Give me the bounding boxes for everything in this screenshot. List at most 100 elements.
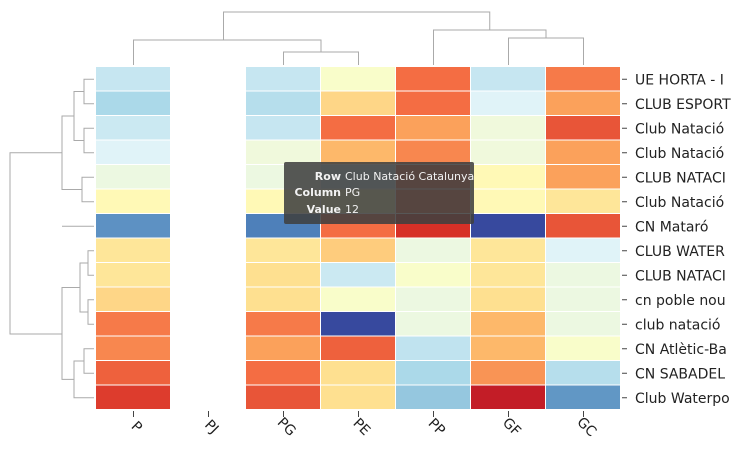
row-label: CLUB NATACI bbox=[635, 268, 726, 284]
column-dendrogram-link bbox=[433, 29, 547, 65]
heatmap-cell bbox=[546, 91, 620, 115]
heatmap-cell bbox=[471, 214, 545, 238]
row-label: CN Mataró bbox=[635, 219, 708, 235]
heatmap-cell bbox=[321, 312, 395, 336]
heatmap-cell bbox=[546, 67, 620, 91]
column-dendrogram-link bbox=[508, 37, 584, 65]
heatmap-cell bbox=[471, 140, 545, 164]
row-dendrogram-link bbox=[81, 176, 94, 203]
row-label: Club Natació bbox=[635, 146, 724, 162]
heatmap-cell bbox=[546, 336, 620, 360]
heatmap-cell bbox=[396, 140, 470, 164]
heatmap-cell bbox=[96, 67, 170, 91]
heatmap-cell bbox=[321, 263, 395, 287]
row-label: cn poble nou bbox=[635, 293, 726, 309]
heatmap-cell bbox=[96, 238, 170, 262]
heatmap-cell bbox=[96, 361, 170, 385]
heatmap-cell bbox=[471, 165, 545, 189]
heatmap-cell bbox=[546, 263, 620, 287]
row-label: UE HORTA - I bbox=[635, 72, 724, 88]
heatmap-cell bbox=[546, 312, 620, 336]
heatmap-cell bbox=[96, 287, 170, 311]
row-label: CN Atlètic-Ba bbox=[635, 342, 727, 358]
heatmap-cell bbox=[96, 189, 170, 213]
heatmap-cell bbox=[396, 312, 470, 336]
heatmap-cell bbox=[546, 116, 620, 140]
tooltip-value-value: 12 bbox=[345, 203, 359, 216]
row-label: Club Waterpo bbox=[635, 391, 730, 407]
heatmap-cell bbox=[321, 91, 395, 115]
tooltip-column-line: Column PG bbox=[284, 185, 474, 201]
row-label: Club Natació bbox=[635, 195, 724, 211]
heatmap-cell bbox=[96, 336, 170, 360]
heatmap-cell bbox=[321, 287, 395, 311]
column-label: GC bbox=[573, 414, 599, 440]
heatmap-cell bbox=[471, 67, 545, 91]
tooltip-column-value: PG bbox=[345, 186, 361, 199]
heatmap-cell bbox=[246, 238, 320, 262]
heatmap-cell bbox=[321, 238, 395, 262]
heatmap-cell bbox=[396, 361, 470, 385]
hover-tooltip: Row Club Natació Catalunya Column PG Val… bbox=[284, 162, 474, 224]
row-dendrogram-link bbox=[83, 348, 94, 374]
heatmap-cell bbox=[96, 91, 170, 115]
column-label: PP bbox=[425, 416, 448, 439]
heatmap-cell bbox=[471, 361, 545, 385]
heatmap-cell bbox=[246, 116, 320, 140]
heatmap-cell bbox=[246, 140, 320, 164]
heatmap-cell bbox=[546, 189, 620, 213]
row-label: CN SABADEL bbox=[635, 366, 725, 382]
column-label: P bbox=[128, 419, 145, 436]
heatmap-cell bbox=[546, 214, 620, 238]
heatmap-cell bbox=[396, 263, 470, 287]
row-dendrogram-link bbox=[83, 127, 94, 154]
row-label: club natació bbox=[635, 317, 720, 333]
heatmap-cell bbox=[396, 385, 470, 409]
heatmap-cell bbox=[96, 165, 170, 189]
tooltip-row-key: Row bbox=[314, 170, 341, 183]
heatmap-cell bbox=[546, 361, 620, 385]
row-dendrogram-link bbox=[61, 115, 82, 190]
heatmap-cell bbox=[321, 67, 395, 91]
column-label: GF bbox=[499, 415, 524, 440]
heatmap-cell bbox=[246, 263, 320, 287]
heatmap-cell bbox=[321, 336, 395, 360]
heatmap-cell bbox=[96, 116, 170, 140]
heatmap-cell bbox=[96, 263, 170, 287]
heatmap-cell bbox=[546, 140, 620, 164]
row-dendrogram-link bbox=[61, 287, 80, 380]
row-dendrogram-link bbox=[87, 250, 94, 276]
heatmap-cell bbox=[471, 336, 545, 360]
tooltip-value-key: Value bbox=[306, 203, 341, 216]
heatmap-cell bbox=[396, 238, 470, 262]
heatmap-cell bbox=[246, 91, 320, 115]
row-dendrogram-link bbox=[87, 299, 94, 325]
row-dendrogram-link bbox=[79, 262, 88, 313]
heatmap-cell bbox=[471, 263, 545, 287]
row-label: CLUB WATER bbox=[635, 244, 725, 260]
row-dendrogram-link bbox=[83, 78, 94, 105]
column-dendrogram-link bbox=[133, 39, 322, 65]
heatmap-cell bbox=[246, 67, 320, 91]
tooltip-row-line: Row Club Natació Catalunya bbox=[284, 169, 474, 185]
heatmap-cell bbox=[396, 116, 470, 140]
column-label: PE bbox=[350, 415, 374, 439]
heatmap-cell bbox=[396, 91, 470, 115]
heatmap-cell bbox=[96, 312, 170, 336]
row-label: CLUB NATACI bbox=[635, 170, 726, 186]
row-dendrogram-link bbox=[9, 152, 62, 335]
heatmap-cell bbox=[321, 116, 395, 140]
heatmap-cell bbox=[396, 287, 470, 311]
heatmap-cell bbox=[471, 312, 545, 336]
heatmap-cell bbox=[471, 116, 545, 140]
heatmap-cell bbox=[321, 361, 395, 385]
column-label: PG bbox=[274, 415, 299, 440]
heatmap-cell bbox=[546, 238, 620, 262]
heatmap-cell bbox=[546, 165, 620, 189]
heatmap-cell bbox=[471, 385, 545, 409]
heatmap-cell bbox=[246, 361, 320, 385]
tooltip-row-value: Club Natació Catalunya bbox=[345, 170, 475, 183]
column-dendrogram-link bbox=[223, 11, 491, 40]
tooltip-column-key: Column bbox=[294, 186, 341, 199]
